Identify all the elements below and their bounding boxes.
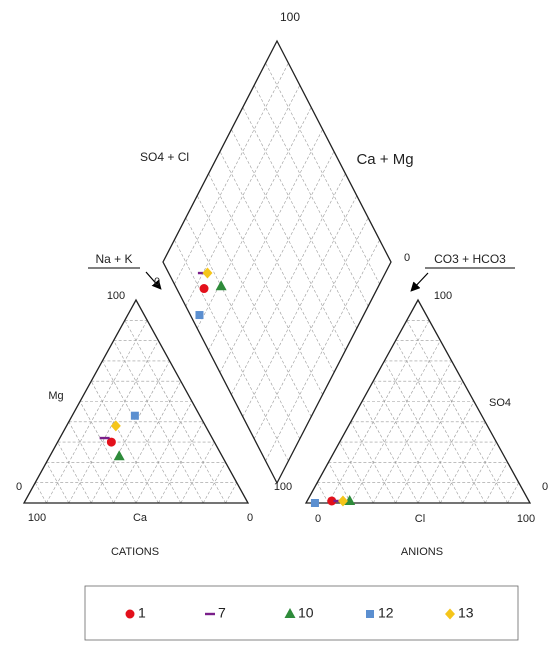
- grid-line: [113, 340, 204, 504]
- marker: [215, 280, 227, 291]
- marker: [344, 494, 356, 505]
- annotation: 100: [434, 290, 452, 302]
- grid-line: [242, 195, 358, 417]
- grid-line: [417, 401, 475, 504]
- grid-line: [339, 441, 374, 504]
- grid-line: [507, 482, 520, 504]
- legend-label: 10: [298, 605, 314, 621]
- grid-line: [484, 462, 508, 504]
- grid-line: [135, 401, 193, 504]
- grid-line: [265, 239, 380, 462]
- annotation: CO3 + HCO3: [434, 252, 506, 266]
- annotation: Cl: [415, 513, 425, 525]
- legend-box: [84, 585, 519, 641]
- grid-line: [180, 441, 215, 504]
- legend-label: 1: [138, 605, 146, 621]
- grid-line: [174, 239, 289, 462]
- annotation: SO4 + Cl: [140, 150, 189, 164]
- grid-line: [185, 85, 301, 307]
- grid-line: [350, 340, 441, 504]
- marker: [130, 411, 139, 420]
- grid-line: [253, 217, 369, 439]
- grid-line: [265, 62, 380, 285]
- legend-swatch: [445, 608, 455, 620]
- grid-line: [196, 107, 312, 329]
- annotation: Ca: [133, 512, 148, 524]
- legend-swatch: [366, 610, 374, 618]
- legend-label: 13: [458, 605, 474, 621]
- grid-line: [102, 360, 182, 504]
- grid-line: [208, 129, 323, 351]
- grid-line: [34, 482, 47, 504]
- arrow: [145, 271, 162, 290]
- annotation: SO4: [489, 397, 511, 409]
- grid-line: [68, 340, 159, 504]
- grid-line: [174, 62, 289, 285]
- annotation: Na + K: [95, 252, 132, 266]
- annotation: 0: [154, 276, 160, 288]
- annotation: 100: [28, 512, 46, 524]
- grid-line: [395, 340, 486, 504]
- grid-line: [46, 320, 148, 504]
- marker: [195, 311, 204, 320]
- arrow: [410, 272, 429, 292]
- grid-line: [219, 151, 335, 373]
- grid-line: [384, 360, 464, 504]
- legend-swatch: [284, 608, 296, 618]
- diamond-frame: [162, 39, 392, 485]
- marker: [99, 436, 110, 440]
- grid-line: [328, 462, 352, 504]
- annotation: 100: [280, 10, 300, 24]
- grid-line: [316, 482, 329, 504]
- grid-line: [225, 482, 238, 504]
- marker: [202, 267, 213, 279]
- marker: [106, 437, 116, 447]
- grid-line: [242, 107, 358, 329]
- annotation: 0: [315, 513, 321, 525]
- annotation: Ca + Mg: [356, 151, 413, 168]
- annotation: 0: [542, 481, 548, 493]
- grid-line: [219, 151, 335, 373]
- annotation: 0: [404, 252, 410, 264]
- marker: [327, 496, 337, 506]
- annotation: 100: [107, 290, 125, 302]
- grid-line: [253, 85, 369, 307]
- annotation: Mg: [48, 390, 63, 402]
- marker: [199, 284, 209, 294]
- grid-line: [124, 320, 226, 504]
- annotation: ANIONS: [401, 546, 443, 558]
- grid-line: [406, 320, 508, 504]
- annotation: 0: [16, 481, 22, 493]
- legend-label: 7: [218, 605, 226, 621]
- grid-line: [46, 462, 70, 504]
- annotation: 100: [517, 513, 535, 525]
- legend-label: 12: [378, 605, 394, 621]
- grid-line: [231, 173, 346, 395]
- grid-line: [90, 360, 170, 504]
- annotation: CATIONS: [111, 546, 159, 558]
- annotation: 0: [247, 512, 253, 524]
- legend-swatch: [125, 609, 135, 619]
- grid-line: [196, 195, 312, 417]
- grid-line: [185, 217, 301, 439]
- grid-line: [79, 401, 137, 504]
- grid-line: [361, 401, 419, 504]
- marker: [113, 450, 125, 461]
- grid-line: [328, 320, 430, 504]
- grid-line: [372, 360, 452, 504]
- triangle-frame: [304, 298, 532, 504]
- triangle-frame: [22, 298, 250, 504]
- grid-line: [57, 441, 92, 504]
- grid-line: [231, 129, 346, 351]
- marker: [310, 499, 319, 507]
- legend-swatch: [205, 612, 215, 616]
- annotation: 100: [274, 481, 292, 493]
- marker: [110, 420, 121, 432]
- grid-line: [202, 462, 226, 504]
- marker: [337, 495, 348, 507]
- grid-line: [208, 173, 323, 395]
- grid-line: [462, 441, 497, 504]
